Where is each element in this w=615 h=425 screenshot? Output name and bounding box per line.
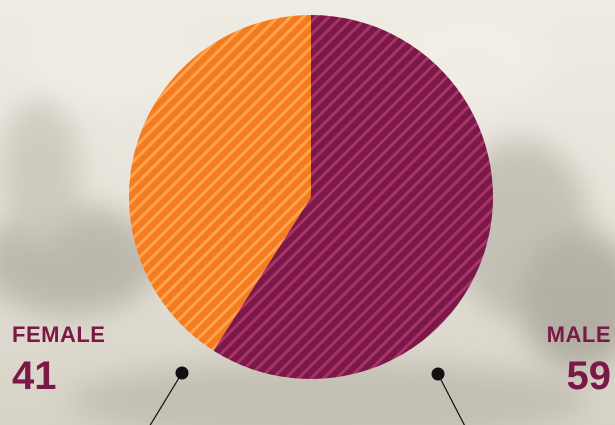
female-leader-line: [149, 372, 183, 425]
male-leader-dot: [431, 367, 445, 381]
female-leader-dot: [175, 366, 189, 380]
male-label-block: MALE 59: [546, 322, 612, 398]
female-label: FEMALE: [12, 322, 106, 347]
male-leader-line: [437, 373, 466, 425]
male-value: 59: [566, 354, 612, 398]
male-label: MALE: [546, 322, 611, 347]
female-value: 41: [12, 354, 57, 398]
leader-lines: [149, 366, 466, 425]
pie-slice-male: [213, 15, 493, 379]
pie-slice-female: [128, 15, 311, 351]
pie-slices: [128, 15, 493, 379]
female-label-block: FEMALE 41: [12, 322, 106, 398]
